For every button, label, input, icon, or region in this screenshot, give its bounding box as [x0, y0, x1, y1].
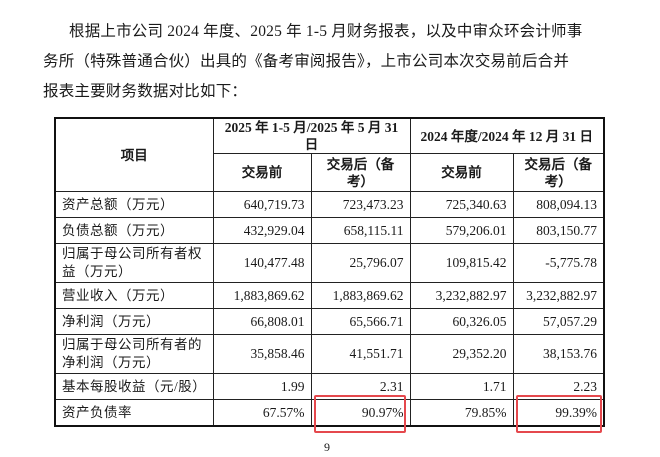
cell-value: 3,232,882.97	[512, 282, 605, 309]
cell-value: 1,883,869.62	[212, 282, 312, 309]
cell-value: 66,808.01	[212, 308, 312, 335]
row-label: 归属于母公司所有者的净利润（万元）	[54, 334, 214, 374]
table-row-revenue: 营业收入（万元） 1,883,869.62 1,883,869.62 3,232…	[54, 282, 605, 309]
row-label: 负债总额（万元）	[54, 217, 214, 244]
row-label: 净利润（万元）	[54, 308, 214, 335]
cell-value: 808,094.13	[512, 191, 605, 218]
cell-value: 90.97%	[310, 399, 411, 427]
cell-value: 65,566.71	[310, 308, 411, 335]
table-row-parent-equity: 归属于母公司所有者权益（万元） 140,477.48 25,796.07 109…	[54, 243, 605, 283]
cell-value: 640,719.73	[212, 191, 312, 218]
cell-value: 60,326.05	[409, 308, 514, 335]
highlight-box-2024-debt-ratio	[516, 395, 602, 433]
cell-value: 25,796.07	[310, 243, 411, 283]
row-label: 资产总额（万元）	[54, 191, 214, 218]
period-header-2024: 2024 年度/2024 年 12 月 31 日	[409, 117, 605, 154]
table-row-net-profit: 净利润（万元） 66,808.01 65,566.71 60,326.05 57…	[54, 308, 605, 335]
cell-value: 67.57%	[212, 399, 312, 427]
row-label: 基本每股收益（元/股）	[54, 373, 214, 400]
cell-value: 1.99	[212, 373, 312, 400]
highlight-box-2025-debt-ratio	[314, 395, 406, 433]
table-row-parent-net-profit: 归属于母公司所有者的净利润（万元） 35,858.46 41,551.71 29…	[54, 334, 605, 374]
financial-comparison-table: 项目 2025 年 1-5 月/2025 年 5 月 31 日 2024 年度/…	[54, 117, 606, 427]
cell-value: 29,352.20	[409, 334, 514, 374]
table-row-total-liabilities: 负债总额（万元） 432,929.04 658,115.11 579,206.0…	[54, 217, 605, 244]
item-header: 项目	[54, 117, 214, 192]
paragraph-line: 务所（特殊普通合伙）出具的《备考审阅报告》，上市公司本次交易前后合并	[43, 53, 570, 70]
cell-value: 57,057.29	[512, 308, 605, 335]
cell-value: -5,775.78	[512, 243, 605, 283]
sub-header-before: 交易前	[409, 153, 514, 192]
table-row-total-assets: 资产总额（万元） 640,719.73 723,473.23 725,340.6…	[54, 191, 605, 218]
cell-value: 35,858.46	[212, 334, 312, 374]
cell-value: 579,206.01	[409, 217, 514, 244]
cell-value: 725,340.63	[409, 191, 514, 218]
cell-value: 658,115.11	[310, 217, 411, 244]
cell-value: 140,477.48	[212, 243, 312, 283]
cell-value: 99.39%	[512, 399, 605, 427]
table-row-basic-eps: 基本每股收益（元/股） 1.99 2.31 1.71 2.23	[54, 373, 605, 400]
sub-header-after-pro-forma: 交易后（备考）	[512, 153, 605, 192]
period-header-2025: 2025 年 1-5 月/2025 年 5 月 31 日	[212, 117, 411, 154]
cell-value: 41,551.71	[310, 334, 411, 374]
cell-value: 723,473.23	[310, 191, 411, 218]
cell-value: 803,150.77	[512, 217, 605, 244]
paragraph-line: 报表主要财务数据对比如下：	[43, 83, 248, 100]
cell-value: 38,153.76	[512, 334, 605, 374]
row-label: 营业收入（万元）	[54, 282, 214, 309]
table-row-debt-ratio: 资产负债率 67.57% 90.97% 79.85% 99.39%	[54, 399, 605, 427]
row-label: 归属于母公司所有者权益（万元）	[54, 243, 214, 283]
sub-header-after-pro-forma: 交易后（备考）	[310, 153, 411, 192]
cell-value: 1,883,869.62	[310, 282, 411, 309]
paragraph-line: 根据上市公司 2024 年度、2025 年 1-5 月财务报表，以及中审众环会计…	[69, 23, 583, 40]
cell-value: 432,929.04	[212, 217, 312, 244]
cell-value: 1.71	[409, 373, 514, 400]
sub-header-before: 交易前	[212, 153, 312, 192]
page-number: 9	[324, 440, 330, 454]
intro-paragraph: 根据上市公司 2024 年度、2025 年 1-5 月财务报表，以及中审众环会计…	[43, 17, 618, 107]
row-label: 资产负债率	[54, 399, 214, 427]
cell-value: 109,815.42	[409, 243, 514, 283]
cell-value: 3,232,882.97	[409, 282, 514, 309]
cell-value: 79.85%	[409, 399, 514, 427]
